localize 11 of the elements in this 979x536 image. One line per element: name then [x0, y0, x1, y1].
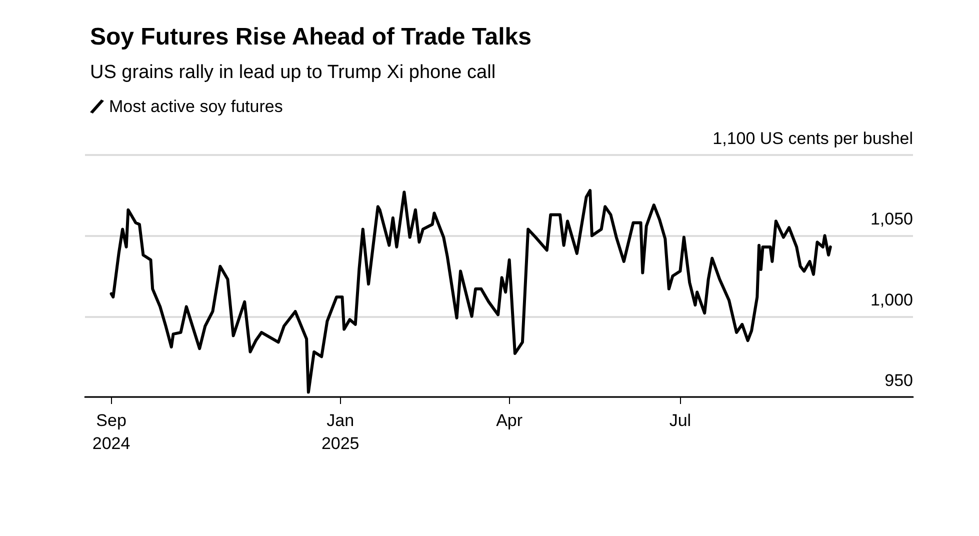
- y-tick-label: 1,000: [870, 290, 913, 310]
- y-tick-label: 950: [884, 371, 913, 390]
- legend-label: Most active soy futures: [109, 97, 283, 116]
- x-tick-label: Jan 2025: [321, 411, 360, 453]
- y-tick-label: 1,050: [870, 210, 913, 229]
- y-tick-label: 1,100 US cents per bushel: [712, 129, 913, 148]
- chart-title: Soy Futures Rise Ahead of Trade Talks: [90, 24, 532, 50]
- x-tick-label: Sep 2024: [92, 411, 130, 453]
- x-tick-label: Apr: [496, 411, 523, 430]
- x-tick-label: Jul: [669, 411, 692, 430]
- chart-subtitle: US grains rally in lead up to Trump Xi phone call: [90, 62, 496, 83]
